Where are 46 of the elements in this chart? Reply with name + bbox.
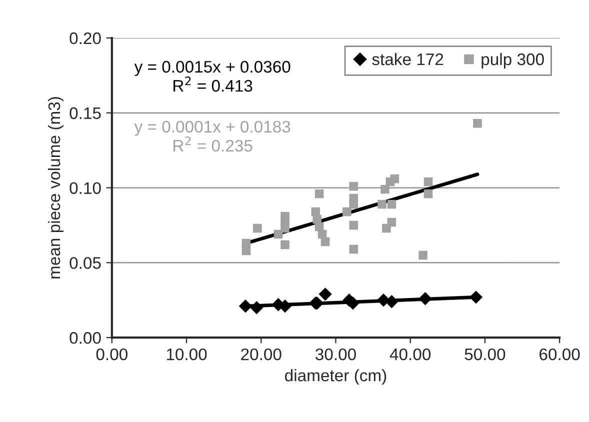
point (318, 288, 332, 301)
y-axis-title: mean piece volume (m3) (48, 97, 64, 278)
x-tick-label: 30.00 (316, 348, 356, 360)
point (473, 118, 482, 128)
point (387, 200, 396, 209)
point (250, 301, 264, 314)
point (342, 207, 352, 216)
point (418, 250, 428, 260)
y-tick-label: 0.05 (70, 257, 101, 269)
y-tick-label: 0.10 (70, 182, 101, 194)
point (424, 177, 433, 186)
x-tick-label: 40.00 (390, 348, 431, 360)
point (312, 214, 322, 224)
point (280, 240, 290, 250)
point (385, 295, 398, 308)
point (378, 200, 386, 209)
x-tick-label: 60.00 (540, 348, 580, 360)
point (349, 182, 358, 191)
point (469, 290, 483, 304)
legend-label: stake 172 (372, 52, 444, 66)
x-tick-label: 20.00 (241, 348, 282, 360)
point (280, 224, 290, 233)
x-tick-label: 10.00 (166, 348, 207, 360)
point (390, 174, 400, 184)
annotation: y = 0.0015x + 0.0360 R$^{2}$ = 0.413 (134, 60, 290, 92)
point (274, 230, 283, 239)
x-tick-label: 50.00 (464, 348, 506, 360)
x-tick-label: 0.00 (96, 348, 128, 360)
point (349, 220, 358, 230)
point (320, 237, 330, 246)
point (349, 244, 358, 254)
annotation: y = 0.0001x + 0.0183 R$^{2}$ = 0.235 (134, 120, 290, 152)
x-axis-title: diameter (cm) (285, 369, 386, 385)
point (382, 224, 391, 233)
y-tick-label: 0.20 (70, 32, 101, 44)
legend-label: pulp 300 (482, 52, 544, 69)
point (314, 189, 324, 198)
point (418, 292, 432, 306)
point (242, 246, 251, 256)
point (349, 200, 358, 209)
point (238, 300, 252, 313)
y-tick-label: 0.15 (70, 107, 101, 120)
point (424, 189, 433, 198)
y-tick-label: 0.00 (70, 332, 101, 344)
point (380, 184, 390, 194)
point (253, 224, 262, 233)
